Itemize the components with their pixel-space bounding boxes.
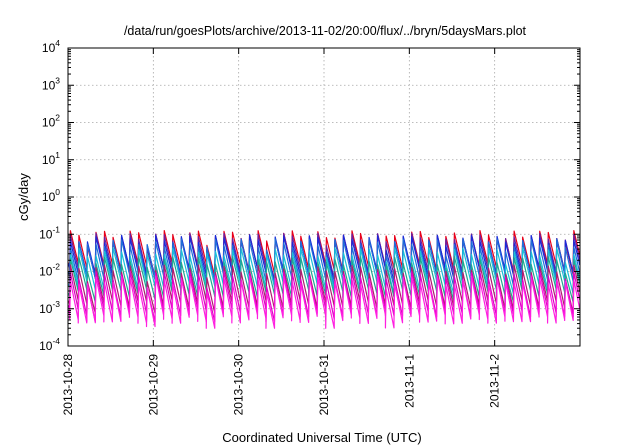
x-tick-label: 2013-10-28 (61, 354, 75, 416)
y-tick-label: 10-4 (39, 336, 60, 353)
series-line-8 (68, 270, 581, 323)
y-tick-label: 102 (42, 113, 60, 130)
series-group (68, 230, 581, 329)
x-tick-label: 2013-11-2 (488, 354, 502, 408)
x-axis-label: Coordinated Universal Time (UTC) (222, 430, 421, 445)
series-line-4 (68, 238, 581, 287)
y-axis-label: cGy/day (16, 173, 31, 221)
y-tick-label: 101 (42, 150, 60, 167)
y-tick-label: 10-2 (39, 262, 60, 279)
y-tick-label: 103 (42, 75, 60, 92)
chart-title: /data/run/goesPlots/archive/2013-11-02/2… (124, 24, 527, 38)
x-axis: 2013-10-28 2013-10-29 2013-10-30 2013-10-31… (61, 48, 502, 415)
y-tick-label: 10-3 (39, 299, 60, 316)
series-line-7 (68, 264, 581, 314)
x-tick-label: 2013-11-1 (402, 354, 416, 408)
y-tick-label: 10-1 (39, 224, 60, 241)
x-tick-label: 2013-10-30 (232, 354, 246, 416)
y-tick-label: 104 (42, 38, 60, 55)
series-line-5 (68, 247, 581, 295)
x-tick-label: 2013-10-31 (317, 354, 331, 416)
y-tick-label: 100 (42, 187, 60, 204)
series-line-6 (68, 256, 581, 303)
y-axis: 10-4 10-3 10-2 10-1 100 101 102 103 104 (39, 38, 580, 353)
series-line-9 (68, 275, 581, 329)
x-tick-label: 2013-10-29 (146, 354, 160, 416)
